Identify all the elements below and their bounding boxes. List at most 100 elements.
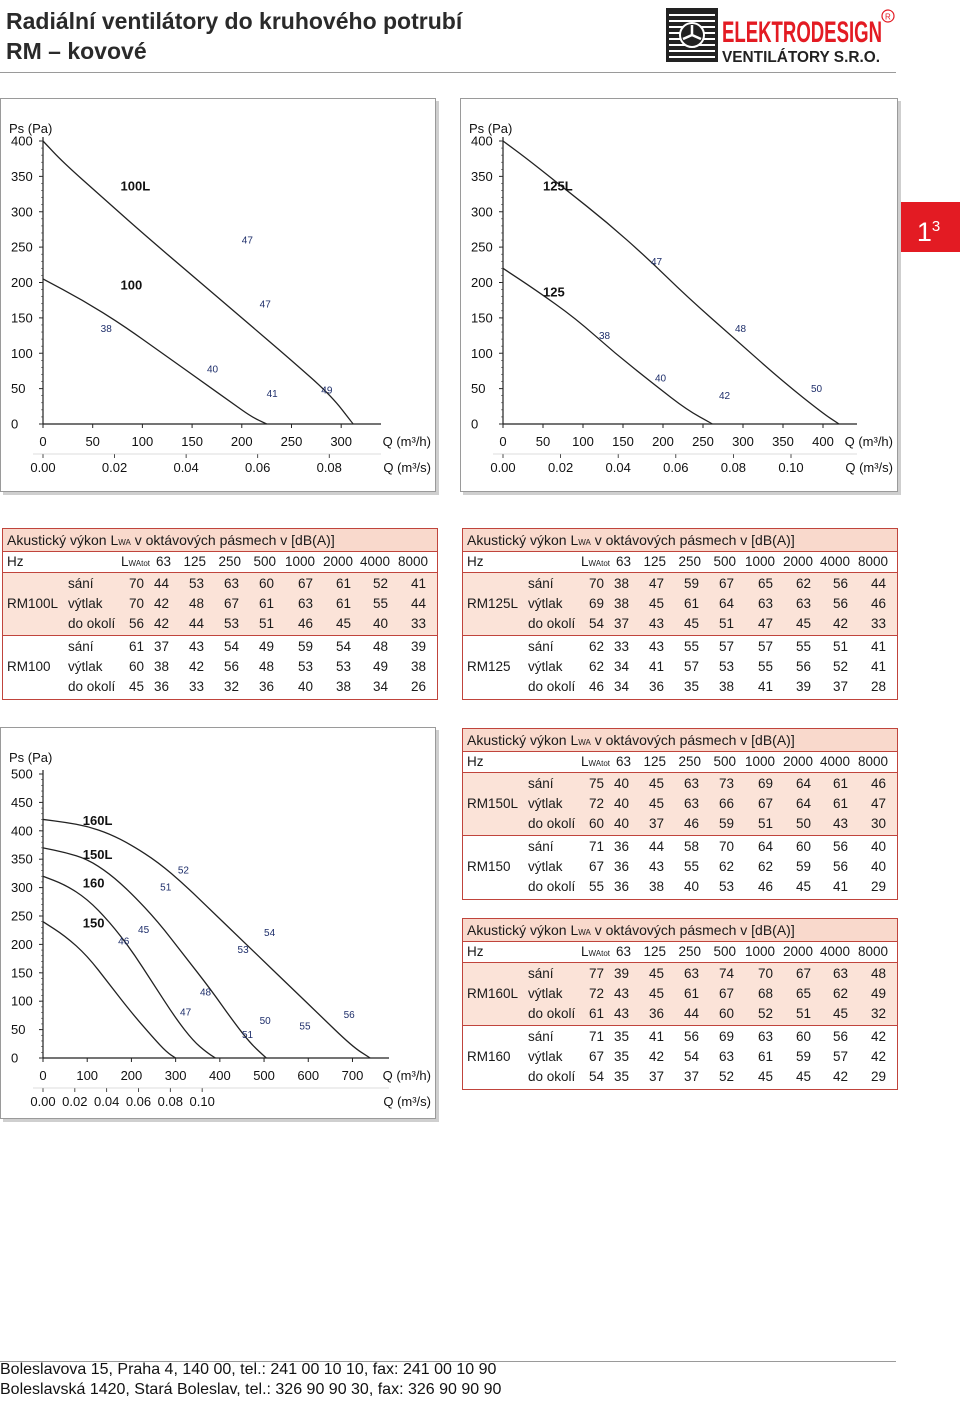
row-label: sání [68, 576, 94, 591]
x-tick-label-m3h: 0 [39, 1068, 46, 1083]
x-tick-label-m3h: 500 [253, 1068, 275, 1083]
efficiency-label: 51 [160, 882, 172, 893]
acoustic-table-rm150: Akustický výkon LWA v oktávových pásmech… [462, 728, 898, 900]
efficiency-label: 50 [260, 1016, 272, 1027]
x-tick-label-m3h: 600 [297, 1068, 319, 1083]
header-divider [0, 72, 896, 73]
efficiency-label: 53 [238, 945, 250, 956]
row-label: výtlak [68, 596, 103, 611]
lwatot-value: 61 [588, 1006, 604, 1021]
band-value: 37 [613, 616, 629, 631]
band-value: 67 [718, 986, 734, 1001]
band-label: 125 [643, 944, 666, 959]
curve-name-label: 150L [83, 847, 113, 862]
y-tick-label: 150 [471, 310, 493, 325]
y-tick-label: 300 [11, 204, 33, 219]
band-value: 57 [718, 639, 734, 654]
band-value: 52 [718, 1069, 734, 1084]
y-tick-label: 200 [11, 275, 33, 290]
logo-registered-text: R [885, 13, 891, 22]
band-value: 60 [258, 576, 274, 591]
band-value: 43 [613, 1006, 629, 1021]
lwatot-prefix: L [581, 754, 589, 769]
row-label: výtlak [528, 859, 563, 874]
row-label: sání [528, 576, 554, 591]
band-value: 67 [297, 576, 313, 591]
lwatot-label: LWAtot [581, 752, 610, 774]
band-value: 62 [757, 859, 773, 874]
efficiency-label: 45 [138, 925, 150, 936]
band-value: 53 [718, 659, 734, 674]
band-value: 33 [188, 679, 204, 694]
band-value: 52 [372, 576, 388, 591]
band-value: 47 [648, 576, 664, 591]
band-value: 63 [683, 776, 699, 791]
band-value: 44 [188, 616, 204, 631]
band-value: 53 [335, 659, 351, 674]
series-line-150 [42, 921, 177, 1059]
band-value: 46 [683, 816, 699, 831]
band-value: 67 [223, 596, 239, 611]
band-value: 49 [372, 659, 388, 674]
band-value: 36 [153, 679, 169, 694]
band-value: 37 [153, 639, 169, 654]
band-value: 52 [832, 659, 848, 674]
lwatot-value: 70 [588, 576, 604, 591]
band-value: 29 [870, 1069, 886, 1084]
curve-name-label: 160L [83, 813, 113, 828]
band-value: 41 [870, 639, 886, 654]
band-value: 51 [795, 1006, 811, 1021]
chart-rm150-rm160: Ps (Pa) 0 50 100 150 200 250 300 350 400 450 500 0 10… [0, 727, 436, 1119]
band-value: 30 [870, 816, 886, 831]
band-value: 61 [683, 986, 699, 1001]
y-tick-label: 350 [11, 169, 33, 184]
page-number-badge: 13 [897, 202, 960, 252]
band-value: 45 [648, 986, 664, 1001]
band-value: 35 [683, 679, 699, 694]
efficiency-label: 42 [719, 391, 731, 402]
model-group: RM125 sání 62 33 43 55 57 57 55 51 41 výtlak 62 34 41 5… [463, 636, 897, 699]
row-label: do okolí [528, 1069, 576, 1084]
band-value: 63 [757, 596, 773, 611]
model-label: RM100L [7, 596, 59, 611]
chart-rm125: Ps (Pa) 0 50 100 150 200 250 300 350 400 0 50 100 150… [460, 98, 898, 492]
band-value: 32 [870, 1006, 886, 1021]
x-tick-label-m3h: 0 [499, 434, 506, 449]
band-value: 57 [757, 639, 773, 654]
band-value: 40 [870, 839, 886, 854]
hz-label: Hz [467, 754, 484, 769]
model-group: RM100L sání 70 44 53 63 60 67 61 52 41 výtlak 70 42 48… [3, 573, 437, 636]
band-value: 55 [683, 639, 699, 654]
band-value: 64 [795, 796, 811, 811]
lwatot-value: 75 [588, 776, 604, 791]
band-value: 42 [188, 659, 204, 674]
lwatot-sub: WAtot [588, 949, 610, 958]
x-tick-label-m3s: 0.04 [94, 1094, 119, 1109]
band-value: 59 [718, 816, 734, 831]
lwatot-value: 71 [588, 1029, 604, 1044]
band-value: 41 [648, 1029, 664, 1044]
table-title: Akustický výkon LWA v oktávových pásmech… [463, 729, 897, 752]
series-line-125 [502, 267, 713, 425]
y-tick-label: 300 [471, 204, 493, 219]
band-value: 44 [648, 839, 664, 854]
y-tick-label: 250 [11, 240, 33, 255]
table-title-suffix: v oktávových pásmech v [dB(A)] [590, 732, 795, 748]
band-label: 4000 [819, 554, 850, 569]
band-value: 42 [153, 596, 169, 611]
lwatot-value: 55 [588, 879, 604, 894]
x-tick-label-m3s: 0.08 [317, 460, 342, 475]
band-value: 45 [795, 616, 811, 631]
x-tick-label-m3s: 0.06 [245, 460, 270, 475]
band-value: 40 [297, 679, 313, 694]
band-value: 38 [153, 659, 169, 674]
band-value: 44 [683, 1006, 699, 1021]
x-tick-label-m3h: 150 [612, 434, 634, 449]
x-tick-label-m3h: 100 [572, 434, 594, 449]
row-label: výtlak [528, 1049, 563, 1064]
title-line-2: RM – kovové [6, 38, 147, 64]
lwatot-value: 72 [588, 986, 604, 1001]
band-value: 43 [188, 639, 204, 654]
band-value: 29 [870, 879, 886, 894]
band-label: 1000 [744, 754, 775, 769]
